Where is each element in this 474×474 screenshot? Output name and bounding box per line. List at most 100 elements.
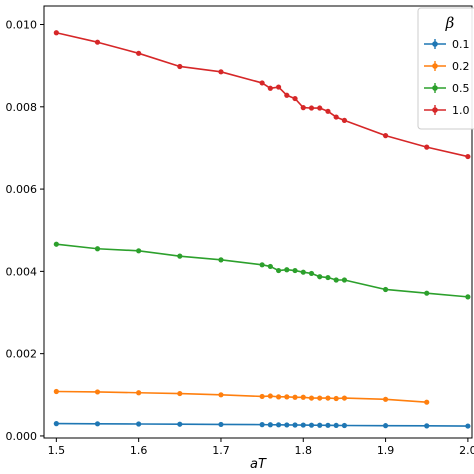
legend-label: 0.2 (452, 60, 470, 73)
legend-entry: 0.1 (424, 38, 470, 51)
legend-label: 1.0 (452, 104, 470, 117)
data-point (53, 421, 59, 427)
x-tick-label: 1.8 (295, 444, 313, 457)
data-point (259, 393, 265, 400)
data-point (300, 422, 306, 428)
legend-marker-swatch (432, 85, 438, 91)
legend-marker-swatch (432, 41, 438, 47)
data-point (308, 270, 315, 277)
data-point (308, 422, 315, 428)
data-point (218, 392, 224, 398)
x-tick-label: 2.0 (459, 444, 474, 457)
data-point (267, 263, 273, 270)
data-point (382, 286, 389, 293)
data-point (275, 84, 282, 90)
data-point (424, 423, 430, 429)
x-tick-label: 1.7 (212, 444, 230, 457)
data-point (341, 277, 348, 283)
data-point (136, 248, 142, 254)
data-point (300, 269, 306, 275)
data-point (177, 63, 183, 70)
legend-label: 0.5 (452, 82, 470, 95)
data-point (333, 395, 339, 402)
legend-entry: 1.0 (424, 104, 470, 117)
data-point (465, 423, 471, 429)
data-point (136, 50, 142, 56)
y-tick-label: 0.000 (6, 430, 38, 443)
data-point (325, 422, 331, 428)
y-tick-label: 0.010 (6, 19, 38, 32)
plot-frame (43, 5, 473, 439)
data-point (333, 422, 339, 429)
legend-title: β (445, 14, 455, 32)
data-point (308, 395, 315, 401)
data-point (292, 422, 298, 428)
data-point (275, 422, 282, 428)
y-tick-label: 0.004 (6, 265, 38, 278)
legend-marker-swatch (432, 107, 438, 113)
x-tick-label: 1.6 (130, 444, 148, 457)
data-point (218, 421, 224, 428)
data-point (136, 421, 142, 427)
data-point (267, 422, 273, 428)
data-point (177, 421, 183, 427)
y-tick-label: 0.006 (6, 183, 38, 196)
data-point (382, 396, 389, 402)
series-0-1 (53, 421, 471, 429)
data-point (259, 80, 265, 86)
data-point (53, 30, 59, 36)
legend-entry: 0.5 (424, 82, 470, 95)
legend-frame (417, 7, 474, 130)
data-point (424, 144, 430, 150)
legend-entries: 0.1 0.2 0.5 1.0 (424, 38, 470, 117)
data-point (325, 274, 331, 281)
data-point (333, 114, 339, 120)
data-point (94, 39, 101, 45)
plot-layer (53, 30, 471, 429)
data-point (267, 393, 273, 399)
data-point (259, 262, 265, 268)
data-point (382, 133, 389, 139)
data-point (317, 274, 323, 280)
data-point (341, 117, 348, 123)
data-point (308, 105, 315, 111)
data-point (292, 394, 298, 400)
data-point (136, 390, 142, 396)
data-point (317, 105, 323, 111)
x-tick-label: 1.9 (377, 444, 395, 457)
data-point (333, 277, 339, 283)
y-tick-label: 0.008 (6, 101, 38, 114)
data-point (300, 394, 306, 400)
data-point (292, 95, 298, 102)
data-point (465, 294, 471, 300)
data-point (300, 105, 306, 111)
data-point (382, 423, 389, 429)
legend: β 0.1 0.2 0.5 1.0 (417, 7, 474, 130)
data-point (325, 395, 331, 401)
data-point (325, 108, 331, 114)
data-point (424, 399, 430, 405)
data-point (259, 422, 265, 428)
data-point (53, 388, 59, 395)
data-point (424, 290, 430, 296)
data-point (218, 69, 224, 75)
data-point (275, 394, 282, 400)
data-point (284, 394, 290, 400)
data-point (267, 85, 273, 91)
data-point (284, 267, 290, 273)
data-point (284, 92, 290, 98)
legend-marker-swatch (432, 63, 438, 69)
x-axis-label: aT (250, 457, 267, 472)
data-point (177, 390, 183, 397)
series-1-0 (53, 30, 471, 160)
data-point (317, 422, 323, 428)
data-point (284, 422, 290, 428)
data-point (292, 267, 298, 274)
series-0-5 (53, 241, 471, 300)
data-point (465, 153, 471, 160)
y-tick-label: 0.002 (6, 348, 38, 361)
data-point (94, 389, 101, 395)
x-axis-ticks: 1.5 1.6 1.7 1.8 1.9 2.0 (48, 438, 474, 457)
